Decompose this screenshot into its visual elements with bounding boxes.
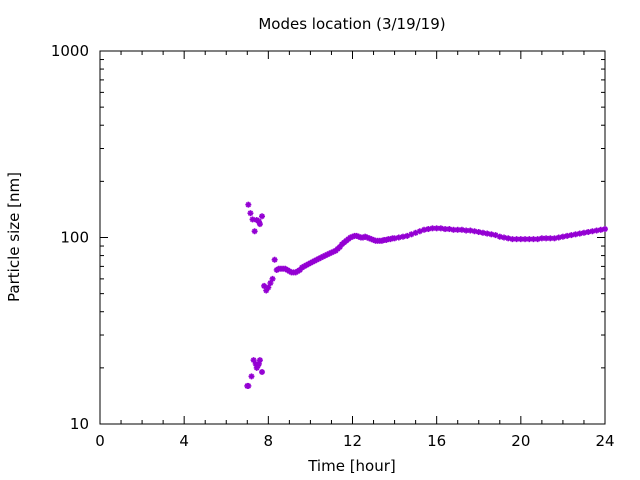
x-tick-label: 16 — [427, 432, 446, 450]
data-point — [391, 235, 398, 242]
data-point — [269, 275, 276, 282]
x-tick-label: 24 — [595, 432, 614, 450]
x-axis-ticks: 0 4 8 12 16 20 24 — [95, 51, 615, 450]
data-point — [245, 382, 252, 389]
x-tick-label: 8 — [264, 432, 274, 450]
data-point — [602, 226, 608, 233]
y-tick-label: 100 — [60, 229, 89, 247]
x-tick-label: 12 — [343, 432, 362, 450]
data-point — [256, 357, 263, 364]
y-axis-label: Particle size [nm] — [5, 172, 23, 302]
y-tick-label: 1000 — [51, 42, 89, 60]
x-tick-label: 20 — [511, 432, 530, 450]
data-point — [256, 221, 263, 228]
x-tick-label: 0 — [95, 432, 105, 450]
data-point — [271, 256, 278, 263]
x-tick-label: 4 — [179, 432, 189, 450]
y-tick-label: 10 — [70, 415, 89, 433]
data-point — [429, 225, 436, 232]
data-point — [259, 213, 266, 220]
y-axis-ticks: 10 100 1000 — [51, 42, 605, 433]
data-point — [251, 228, 258, 235]
data-point — [245, 201, 252, 208]
data-points — [244, 201, 608, 389]
x-axis-label: Time [hour] — [307, 457, 396, 475]
data-point — [259, 369, 266, 376]
data-point — [248, 373, 255, 380]
data-point — [433, 225, 440, 232]
data-point — [247, 210, 254, 217]
data-point — [509, 236, 516, 243]
chart-title: Modes location (3/19/19) — [258, 15, 445, 33]
